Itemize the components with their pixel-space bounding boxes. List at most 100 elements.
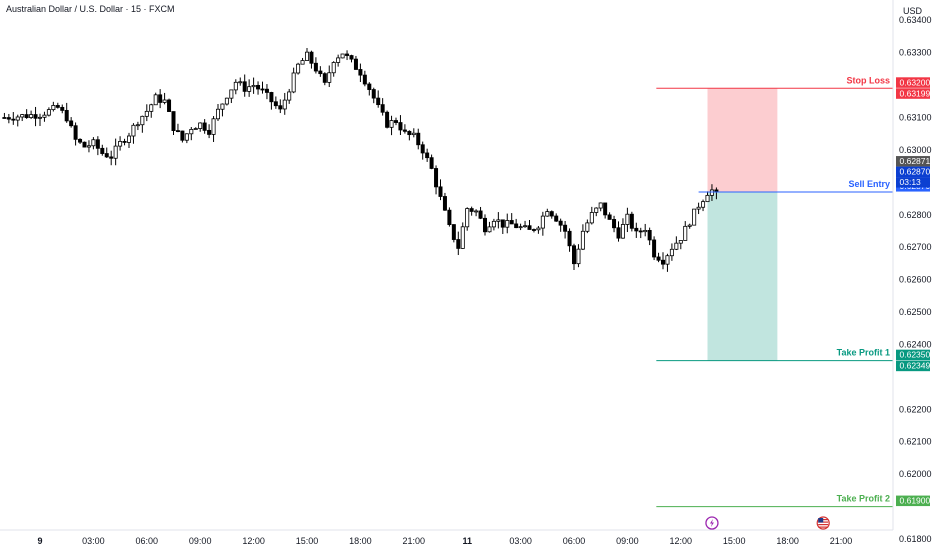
candle: [407, 130, 412, 141]
candle: [416, 128, 421, 150]
candle-body: [282, 99, 287, 110]
candle: [527, 219, 532, 230]
candle-body: [118, 141, 123, 147]
candle-body: [527, 225, 532, 230]
candle: [202, 119, 207, 134]
candle-body: [612, 219, 617, 229]
candle-body: [20, 114, 25, 118]
candle: [175, 123, 180, 133]
y-tick-label: 0.62500: [899, 307, 932, 317]
candle: [371, 87, 376, 104]
candle: [20, 113, 25, 122]
candle-body: [407, 130, 412, 136]
candle-body: [175, 130, 180, 133]
candle-body: [91, 139, 96, 147]
candle: [567, 228, 572, 252]
candle-body: [149, 104, 154, 112]
candle: [665, 253, 670, 272]
candle: [78, 138, 83, 145]
candle: [242, 74, 247, 97]
candle: [229, 89, 234, 104]
level-price-text: 0.63200: [900, 77, 931, 87]
candle-body: [242, 81, 247, 92]
x-tick-label: 21:00: [403, 536, 426, 546]
y-tick-label: 0.62000: [899, 469, 932, 479]
us-flag-event-icon: [816, 516, 830, 530]
candle: [215, 104, 220, 121]
candle-body: [402, 129, 407, 132]
candle: [167, 98, 172, 112]
candle: [11, 112, 16, 125]
y-tick-label: 0.62200: [899, 404, 932, 414]
candle: [465, 207, 470, 231]
candle: [33, 106, 38, 127]
candle: [238, 77, 243, 86]
candle-body: [69, 120, 74, 127]
candle-body: [661, 259, 666, 265]
candle-body: [380, 104, 385, 113]
y-tick-label: 0.62800: [899, 210, 932, 220]
candle: [349, 54, 354, 63]
candle-body: [73, 125, 78, 140]
candle: [669, 243, 674, 261]
candle-body: [278, 105, 283, 110]
candle-body: [64, 110, 69, 122]
candle-body: [616, 227, 621, 239]
candle: [287, 88, 292, 104]
candle: [661, 252, 666, 270]
candle-body: [55, 105, 60, 108]
candle: [184, 133, 189, 144]
candle: [398, 115, 403, 135]
candle-body: [340, 53, 345, 59]
candle: [51, 101, 56, 112]
y-tick-label: 0.62600: [899, 275, 932, 285]
current-price-text: 0.62871: [900, 156, 931, 166]
y-tick-label: 0.63100: [899, 112, 932, 122]
candle: [95, 136, 100, 156]
candle: [683, 221, 688, 241]
candle: [322, 72, 327, 86]
candle-body: [385, 111, 390, 128]
candle-body: [304, 51, 309, 61]
level-price-badge: [896, 77, 930, 88]
candle-body: [349, 55, 354, 60]
candle-body: [287, 91, 292, 101]
current-price-text: 0.62870: [900, 167, 931, 177]
candle-body: [540, 215, 545, 229]
lightning-event-icon: [705, 516, 719, 530]
candle-body: [692, 208, 697, 226]
candle: [612, 215, 617, 233]
candle: [327, 65, 332, 87]
candle: [701, 199, 706, 212]
candle-body: [376, 97, 381, 106]
candle: [153, 92, 158, 106]
candle: [380, 98, 385, 116]
candle-body: [122, 141, 127, 143]
candle-body: [585, 222, 590, 232]
level-price-text: 0.63199: [900, 88, 931, 98]
candle: [251, 77, 256, 94]
candle-body: [78, 138, 83, 143]
candle: [29, 110, 34, 120]
candle: [135, 121, 140, 131]
candle-body: [460, 226, 465, 249]
candle: [687, 223, 692, 229]
candle: [393, 117, 398, 126]
candle: [127, 132, 132, 148]
candle-body: [442, 196, 447, 211]
candle: [634, 222, 639, 238]
candle-body: [24, 114, 29, 119]
candle: [304, 47, 309, 61]
x-tick-label: 9: [37, 536, 42, 546]
candle: [336, 54, 341, 67]
candle: [696, 202, 701, 215]
candle-body: [567, 230, 572, 247]
candle: [296, 62, 301, 75]
candle-body: [211, 118, 216, 135]
candle-body: [709, 189, 714, 196]
candle: [256, 81, 261, 95]
candle: [389, 115, 394, 136]
candle-body: [233, 81, 238, 91]
candle-body: [518, 226, 523, 229]
